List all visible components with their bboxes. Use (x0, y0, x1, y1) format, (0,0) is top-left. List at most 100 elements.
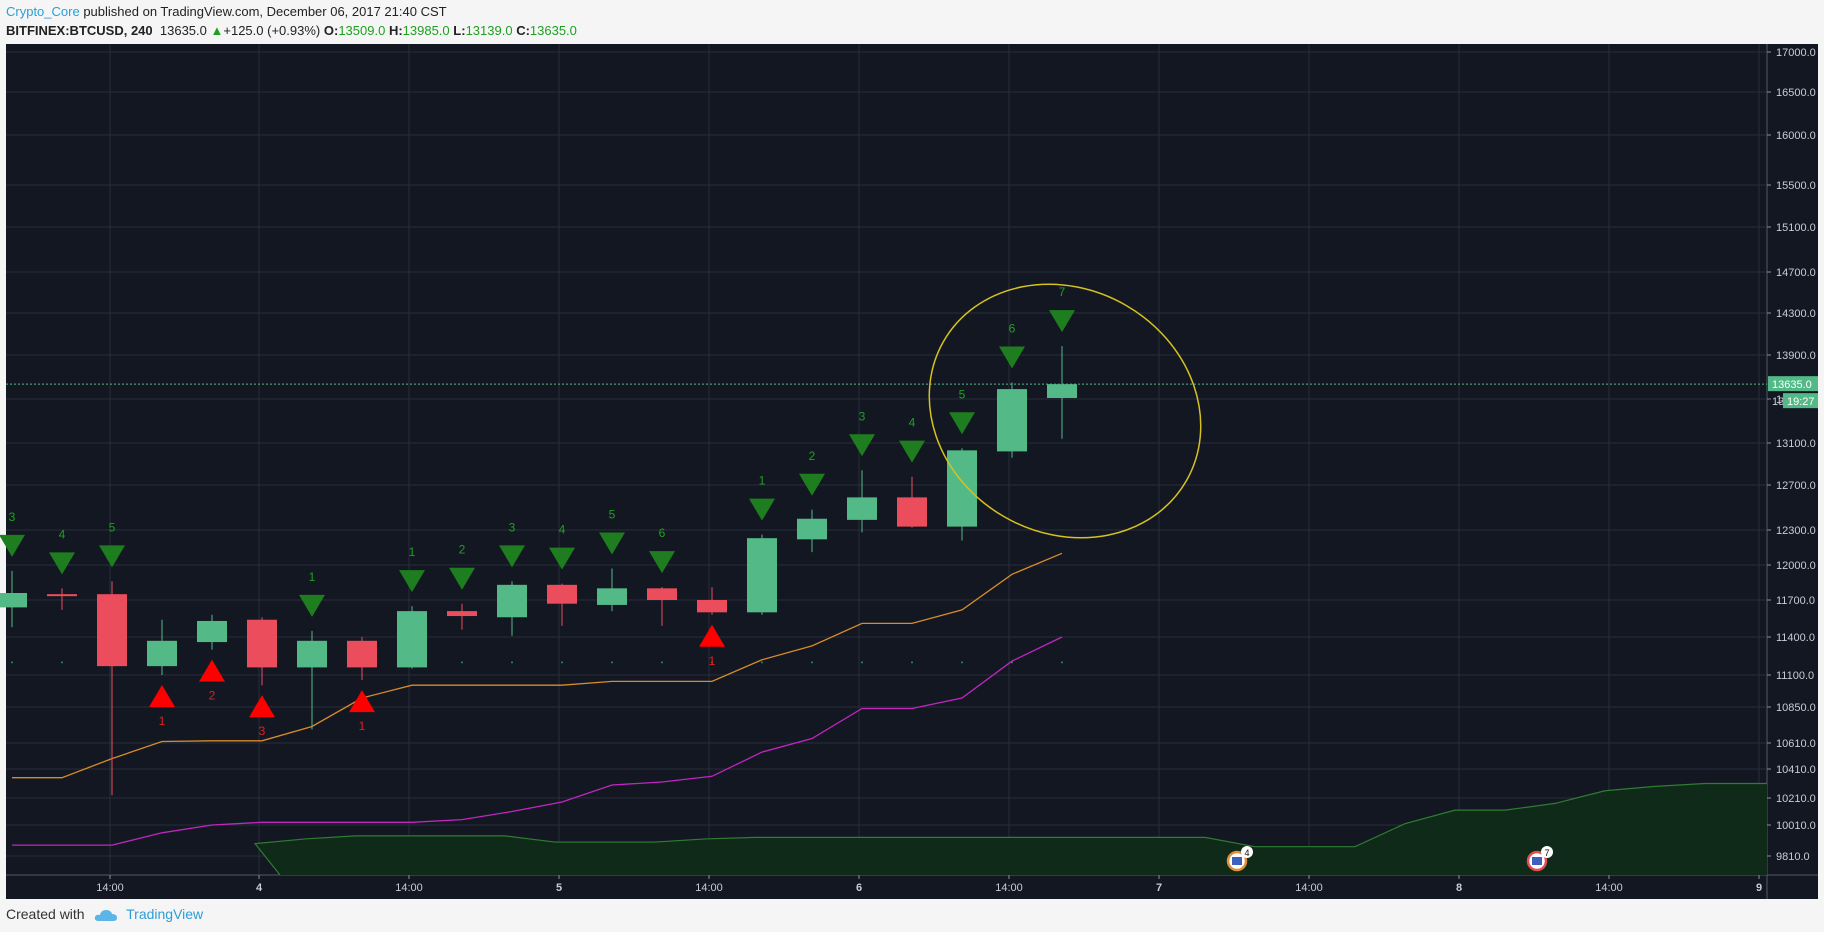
tradingview-link[interactable]: TradingView (126, 906, 204, 922)
y-tick-label: 10610.0 (1776, 738, 1816, 750)
candle-body[interactable] (47, 594, 77, 597)
sell-setup-count: 3 (509, 520, 516, 534)
candle-body[interactable] (297, 640, 327, 668)
y-tick-label: 13100.0 (1776, 438, 1816, 450)
event-count-label: 4 (1244, 848, 1249, 858)
candle-body[interactable] (1047, 384, 1077, 399)
baseline-dot (561, 661, 563, 664)
candle-body[interactable] (547, 584, 577, 604)
sell-setup-marker (949, 412, 975, 435)
ohlc-line: BITFINEX:BTCUSD, 240 13635.0 ▲+125.0 (+0… (6, 23, 577, 38)
candle-body[interactable] (747, 538, 777, 613)
author-link[interactable]: Crypto_Core (6, 4, 80, 19)
close-label: C: (516, 23, 530, 38)
sell-setup-count: 1 (759, 474, 766, 488)
hidden-axis-label: 13 (1772, 396, 1784, 408)
candle-body[interactable] (947, 450, 977, 527)
x-tick-label: 14:00 (395, 882, 423, 894)
y-tick-label: 15100.0 (1776, 222, 1816, 234)
annotation-ellipse[interactable] (883, 235, 1247, 586)
baseline-dot (911, 661, 913, 664)
sell-setup-count: 4 (59, 527, 66, 541)
baseline-dot (861, 661, 863, 664)
y-tick-label: 11400.0 (1776, 632, 1815, 644)
baseline-dot (11, 661, 13, 664)
baseline-dot (661, 661, 663, 664)
baseline-dot (511, 661, 513, 664)
sell-setup-count: 7 (1059, 285, 1066, 299)
magenta-average-line (12, 636, 1063, 846)
y-tick-label: 10850.0 (1776, 702, 1816, 714)
footer: Created with TradingView (6, 906, 203, 926)
close-value: 13635.0 (529, 23, 577, 38)
x-tick-label: 9 (1756, 882, 1762, 894)
sell-setup-marker (49, 552, 75, 575)
y-tick-label: 9810.0 (1776, 851, 1810, 863)
candle-body[interactable] (397, 611, 427, 668)
cloud-logo-icon (95, 910, 118, 922)
y-tick-label: 12300.0 (1776, 525, 1816, 537)
publish-info: published on TradingView.com, December 0… (79, 4, 447, 19)
created-with-label: Created with (6, 906, 85, 922)
y-tick-label: 14300.0 (1776, 308, 1816, 320)
price-axis[interactable] (1767, 44, 1818, 875)
sell-setup-marker (299, 594, 325, 617)
x-tick-label: 14:00 (1295, 882, 1323, 894)
buy-setup-marker (699, 624, 725, 647)
sell-setup-marker (849, 434, 875, 457)
up-arrow-icon: ▲ (210, 23, 224, 38)
candle-body[interactable] (0, 593, 27, 608)
plot-area[interactable] (6, 44, 1767, 875)
symbol-label[interactable]: BITFINEX:BTCUSD, 240 (6, 23, 153, 38)
price-change: +125.0 (+0.93%) (223, 23, 321, 38)
candle-body[interactable] (197, 620, 227, 643)
candle-body[interactable] (697, 600, 727, 613)
time-axis[interactable] (6, 875, 1818, 899)
candle-body[interactable] (497, 584, 527, 618)
buy-setup-count: 1 (709, 654, 716, 668)
buy-setup-marker (349, 690, 375, 713)
sell-setup-count: 1 (409, 545, 416, 559)
candle-body[interactable] (97, 594, 127, 667)
y-tick-label: 13900.0 (1776, 350, 1816, 362)
candle-body[interactable] (347, 640, 377, 668)
low-label: L: (453, 23, 466, 38)
chart-header: Crypto_Core published on TradingView.com… (6, 2, 1816, 42)
y-tick-label: 10010.0 (1776, 820, 1816, 832)
candle-body[interactable] (647, 588, 677, 600)
sell-setup-count: 2 (459, 543, 466, 557)
x-tick-label: 7 (1156, 882, 1162, 894)
volume-line (253, 782, 1767, 876)
baseline-dot (1061, 661, 1063, 664)
low-value: 13139.0 (465, 23, 513, 38)
sell-setup-count: 5 (109, 520, 116, 534)
open-value: 13509.0 (338, 23, 386, 38)
candle-body[interactable] (847, 497, 877, 520)
candle-body[interactable] (897, 497, 927, 527)
x-tick-label: 14:00 (1595, 882, 1623, 894)
buy-setup-marker (199, 659, 225, 682)
candle-body[interactable] (147, 640, 177, 667)
buy-setup-count: 2 (209, 689, 216, 703)
y-tick-label: 16500.0 (1776, 87, 1816, 99)
candle-body[interactable] (597, 588, 627, 605)
sell-setup-count: 6 (1009, 322, 1016, 336)
high-label: H: (388, 23, 403, 38)
volume-area (255, 783, 1767, 875)
candle-body[interactable] (797, 518, 827, 540)
x-tick-label: 14:00 (96, 882, 124, 894)
buy-setup-count: 1 (359, 719, 366, 733)
candle-body[interactable] (997, 389, 1027, 452)
y-tick-label: 14700.0 (1776, 267, 1816, 279)
candlestick-chart[interactable]: 17000.0 16500.0 16000.0 15500.0 15100.0 14700… (0, 44, 1824, 900)
candle-body[interactable] (247, 619, 277, 668)
event-flag-icon-inner (1232, 857, 1242, 865)
sell-setup-count: 5 (959, 387, 966, 401)
baseline-dot (461, 661, 463, 664)
countdown-label: 19:27 (1787, 396, 1815, 408)
candle-body[interactable] (447, 611, 477, 617)
y-tick-label: 16000.0 (1776, 130, 1816, 142)
sell-setup-marker (649, 551, 675, 574)
baseline-dot (711, 661, 713, 664)
baseline-dot (611, 661, 613, 664)
